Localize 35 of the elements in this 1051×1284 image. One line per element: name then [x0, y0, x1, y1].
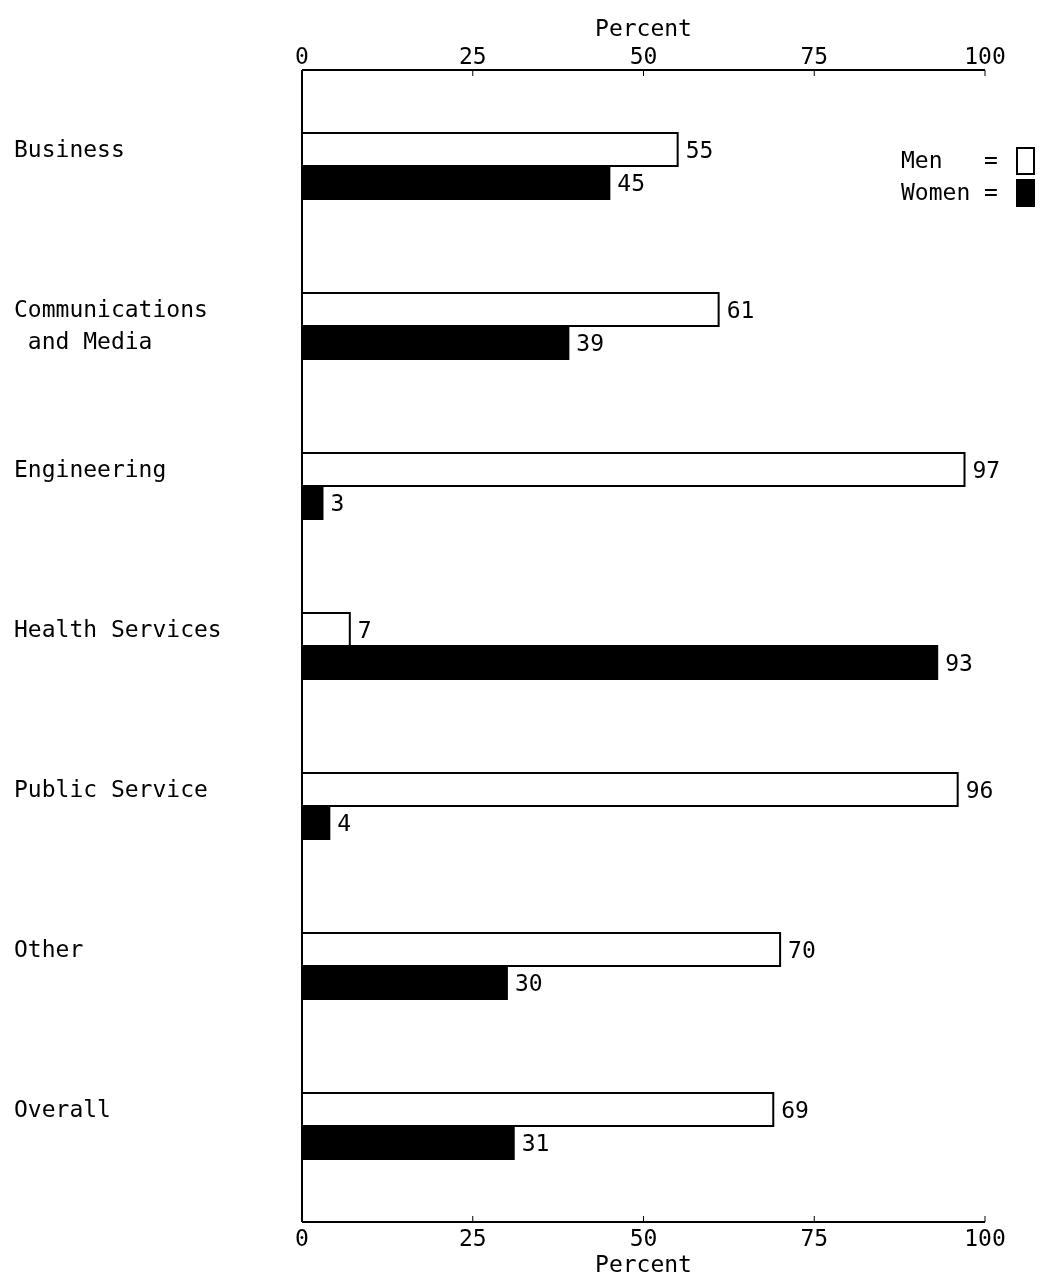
- data-label: 69: [781, 1096, 809, 1123]
- x2-tick-label: 75: [800, 1225, 829, 1251]
- legend-label: Men =: [901, 147, 998, 173]
- x-tick-label: 50: [629, 43, 658, 69]
- x2-tick-label: 50: [629, 1225, 658, 1251]
- data-label: 96: [965, 776, 994, 803]
- y-tick-label: Communications and Media: [14, 296, 208, 354]
- data-label: 39: [576, 329, 605, 356]
- x-tick-label: 75: [800, 43, 829, 69]
- data-label: 55: [685, 136, 714, 163]
- y-tick-label: Overall: [14, 1096, 111, 1122]
- x-tick-label: 25: [458, 43, 487, 69]
- y-tick-label: Engineering: [14, 456, 167, 482]
- data-label: 93: [945, 649, 973, 676]
- data-label: 45: [617, 169, 646, 196]
- x-tick-label: 100: [964, 43, 1006, 69]
- x2-tick-label: 0: [295, 1225, 309, 1251]
- data-label: 61: [726, 296, 755, 323]
- data-label: 31: [521, 1129, 550, 1156]
- y-tick-label: Business: [14, 136, 125, 162]
- x2-tick-label: 25: [458, 1225, 487, 1251]
- x2-axis-title: Percent: [595, 15, 692, 41]
- data-label: 3: [330, 489, 345, 516]
- x2-tick-label: 100: [964, 1225, 1006, 1251]
- x-axis-title: Percent: [595, 1251, 692, 1277]
- data-label: 7: [357, 616, 372, 643]
- legend-label: Women =: [901, 179, 998, 205]
- y-tick-label: Public Service: [14, 776, 208, 802]
- data-label: 4: [337, 809, 352, 836]
- data-label: 97: [972, 456, 1001, 483]
- data-label: 30: [514, 969, 543, 996]
- x-tick-label: 0: [295, 43, 309, 69]
- y-tick-label: Health Services: [14, 616, 222, 642]
- y-tick-label: Other: [14, 936, 84, 962]
- data-label: 70: [788, 936, 816, 963]
